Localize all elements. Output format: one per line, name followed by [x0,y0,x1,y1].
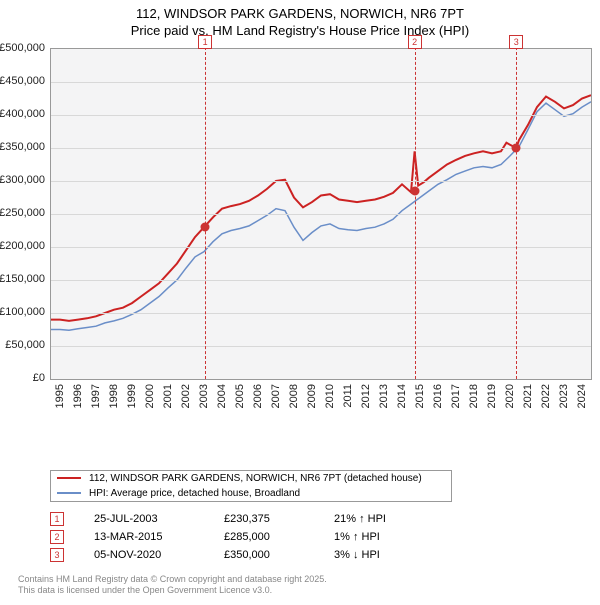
event-marker-box: 3 [509,35,523,49]
x-tick-label: 2024 [576,384,588,408]
event-marker-line [205,37,206,379]
event-marker-line [516,37,517,379]
event-date: 13-MAR-2015 [94,531,224,543]
event-marker-box: 1 [198,35,212,49]
x-tick-label: 2001 [162,384,174,408]
events-table: 1 25-JUL-2003£230,37521% ↑ HPI 2 13-MAR-201… [50,512,600,562]
x-tick-label: 2023 [558,384,570,408]
x-tick-label: 2013 [378,384,390,408]
legend-swatch-property [57,477,81,479]
gridline-h [51,346,591,347]
x-tick-label: 2014 [396,384,408,408]
x-tick-label: 1996 [72,384,84,408]
event-num-box: 1 [50,512,64,526]
footer-line-1: Contains HM Land Registry data © Crown c… [18,574,327,584]
y-tick-label: £150,000 [0,273,45,285]
gridline-h [51,280,591,281]
gridline-h [51,82,591,83]
legend-swatch-hpi [57,492,81,494]
y-tick-label: £450,000 [0,75,45,87]
chart-container: 112, WINDSOR PARK GARDENS, NORWICH, NR6 … [0,0,600,605]
event-price: £350,000 [224,549,334,561]
x-tick-label: 1998 [108,384,120,408]
event-marker-dot [410,186,419,195]
gridline-h [51,313,591,314]
event-pct: 21% ↑ HPI [334,513,434,525]
x-tick-label: 2010 [324,384,336,408]
x-tick-label: 2021 [522,384,534,408]
line-hpi [51,102,591,330]
y-tick-label: £250,000 [0,207,45,219]
x-tick-label: 2015 [414,384,426,408]
legend-label-property: 112, WINDSOR PARK GARDENS, NORWICH, NR6 … [89,473,422,484]
event-price: £230,375 [224,513,334,525]
y-tick-label: £500,000 [0,42,45,54]
y-tick-label: £200,000 [0,240,45,252]
event-num-box: 2 [50,530,64,544]
x-tick-label: 2008 [288,384,300,408]
event-marker-dot [201,222,210,231]
event-num-box: 3 [50,548,64,562]
x-tick-label: 2005 [234,384,246,408]
event-pct: 1% ↑ HPI [334,531,434,543]
x-axis-labels: 1995 1996 1997 1998 1999 2000 2001 2002 2003 2004… [50,382,590,422]
event-pct: 3% ↓ HPI [334,549,434,561]
legend-label-hpi: HPI: Average price, detached house, Broa… [89,488,300,499]
x-tick-label: 2000 [144,384,156,408]
chart-wrap: £0£50,000£100,000£150,000£200,000£250,00… [50,48,590,422]
event-marker-line [415,37,416,379]
x-tick-label: 2017 [450,384,462,408]
x-tick-label: 2006 [252,384,264,408]
legend: 112, WINDSOR PARK GARDENS, NORWICH, NR6 … [50,470,452,502]
x-tick-label: 2003 [198,384,210,408]
y-tick-label: £400,000 [0,108,45,120]
event-row: 2 13-MAR-2015£285,0001% ↑ HPI [50,530,600,544]
x-tick-label: 1995 [54,384,66,408]
event-row: 1 25-JUL-2003£230,37521% ↑ HPI [50,512,600,526]
x-tick-label: 2019 [486,384,498,408]
plot-area: 123 [50,48,592,380]
y-tick-label: £350,000 [0,141,45,153]
y-tick-label: £100,000 [0,306,45,318]
x-tick-label: 2009 [306,384,318,408]
gridline-h [51,181,591,182]
footer: Contains HM Land Registry data © Crown c… [18,574,600,605]
gridline-h [51,115,591,116]
event-marker-dot [512,143,521,152]
gridline-h [51,247,591,248]
x-tick-label: 2012 [360,384,372,408]
line-property [51,95,591,321]
x-tick-label: 2016 [432,384,444,408]
x-tick-label: 2011 [342,384,354,408]
legend-row-property: 112, WINDSOR PARK GARDENS, NORWICH, NR6 … [51,471,451,486]
gridline-h [51,214,591,215]
legend-row-hpi: HPI: Average price, detached house, Broa… [51,486,451,501]
x-tick-label: 2002 [180,384,192,408]
event-marker-box: 2 [408,35,422,49]
x-tick-label: 2004 [216,384,228,408]
x-tick-label: 1999 [126,384,138,408]
event-price: £285,000 [224,531,334,543]
x-tick-label: 2020 [504,384,516,408]
x-tick-label: 1997 [90,384,102,408]
event-date: 25-JUL-2003 [94,513,224,525]
event-row: 3 05-NOV-2020£350,0003% ↓ HPI [50,548,600,562]
footer-line-2: This data is licensed under the Open Gov… [18,585,272,595]
x-tick-label: 2007 [270,384,282,408]
y-tick-label: £0 [33,372,45,384]
gridline-h [51,148,591,149]
y-tick-label: £50,000 [5,339,45,351]
x-tick-label: 2022 [540,384,552,408]
event-date: 05-NOV-2020 [94,549,224,561]
x-tick-label: 2018 [468,384,480,408]
y-tick-label: £300,000 [0,174,45,186]
title-line-1: 112, WINDSOR PARK GARDENS, NORWICH, NR6 … [136,6,464,21]
